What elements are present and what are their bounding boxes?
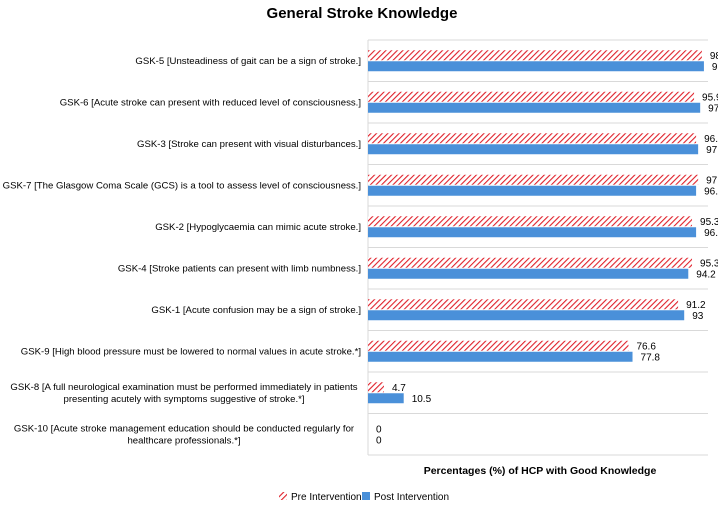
category-label-line: GSK-6 [Acute stroke can present with red… — [60, 97, 361, 108]
value-label-post: 0 — [376, 435, 382, 446]
category-label-line: presenting acutely with symptoms suggest… — [63, 394, 304, 405]
value-label-post: 96.5 — [704, 228, 718, 239]
bar-pre-intervention — [368, 382, 384, 393]
legend-label-pre: Pre Intervention — [291, 492, 362, 503]
value-label-pre: 4.7 — [392, 383, 406, 394]
value-label-pre: 91.2 — [686, 300, 706, 311]
bar-post-intervention — [368, 351, 633, 362]
category-label-line: GSK-8 [A full neurological examination m… — [10, 382, 357, 393]
value-label-pre: 95.9 — [702, 92, 718, 103]
value-label-post: 93 — [692, 311, 704, 322]
bar-pre-intervention — [368, 340, 629, 351]
category-label: GSK-4 [Stroke patients can present with … — [118, 263, 361, 274]
category-label: GSK-8 [A full neurological examination m… — [10, 382, 357, 405]
data-labels: 98.298.895.997.796.597.197.196.595.396.5… — [376, 51, 718, 447]
bar-pre-intervention — [368, 133, 697, 144]
value-label-pre: 96.5 — [704, 134, 718, 145]
category-label: GSK-1 [Acute confusion may be a sign of … — [151, 305, 361, 316]
legend: Pre Intervention Post Intervention — [279, 492, 449, 503]
value-label-post: 10.5 — [412, 394, 432, 405]
category-label-line: GSK-2 [Hypoglycaemia can mimic acute str… — [155, 222, 361, 233]
legend-swatch-pre — [279, 492, 287, 500]
category-label-line: GSK-4 [Stroke patients can present with … — [118, 263, 361, 274]
bars — [368, 50, 704, 404]
bar-pre-intervention — [368, 91, 695, 102]
value-label-pre: 76.6 — [636, 341, 656, 352]
bar-post-intervention — [368, 61, 704, 72]
chart-title: General Stroke Knowledge — [267, 5, 458, 22]
legend-swatch-post — [362, 492, 370, 500]
category-label-line: GSK-1 [Acute confusion may be a sign of … — [151, 305, 361, 316]
bar-pre-intervention — [368, 50, 702, 61]
category-label-line: GSK-3 [Stroke can present with visual di… — [137, 139, 361, 150]
bar-post-intervention — [368, 393, 404, 404]
category-label: GSK-10 [Acute stroke management educatio… — [14, 423, 355, 446]
category-label-line: GSK-10 [Acute stroke management educatio… — [14, 423, 355, 434]
category-label-line: healthcare professionals.*] — [127, 435, 240, 446]
value-label-pre: 97.1 — [706, 175, 718, 186]
category-labels: GSK-5 [Unsteadiness of gait can be a sig… — [3, 56, 361, 447]
bar-post-intervention — [368, 310, 685, 321]
value-label-pre: 98.2 — [710, 51, 718, 62]
bar-pre-intervention — [368, 216, 693, 227]
bar-post-intervention — [368, 102, 701, 113]
category-label-line: GSK-5 [Unsteadiness of gait can be a sig… — [135, 56, 361, 67]
category-label: GSK-2 [Hypoglycaemia can mimic acute str… — [155, 222, 361, 233]
bar-post-intervention — [368, 227, 697, 238]
category-label: GSK-5 [Unsteadiness of gait can be a sig… — [135, 56, 361, 67]
value-label-pre: 95.3 — [700, 258, 718, 269]
value-label-pre: 95.3 — [700, 217, 718, 228]
x-axis-label: Percentages (%) of HCP with Good Knowled… — [424, 465, 657, 477]
category-label-line: GSK-7 [The Glasgow Coma Scale (GCS) is a… — [3, 180, 361, 191]
bar-post-intervention — [368, 185, 697, 196]
value-label-post: 96.5 — [704, 186, 718, 197]
category-label: GSK-7 [The Glasgow Coma Scale (GCS) is a… — [3, 180, 361, 191]
category-label-line: GSK-9 [High blood pressure must be lower… — [21, 346, 361, 357]
legend-label-post: Post Intervention — [374, 492, 449, 503]
bar-pre-intervention — [368, 257, 693, 268]
category-label: GSK-6 [Acute stroke can present with red… — [60, 97, 361, 108]
value-label-post: 97.1 — [706, 145, 718, 156]
value-label-post: 77.8 — [641, 352, 661, 363]
bar-post-intervention — [368, 144, 699, 155]
value-label-post: 97.7 — [708, 103, 718, 114]
value-label-post: 98.8 — [712, 62, 718, 73]
bar-post-intervention — [368, 268, 689, 279]
category-label: GSK-9 [High blood pressure must be lower… — [21, 346, 361, 357]
value-label-post: 94.2 — [696, 269, 716, 280]
gridlines — [367, 39, 708, 456]
bar-pre-intervention — [368, 299, 679, 310]
category-label: GSK-3 [Stroke can present with visual di… — [137, 139, 361, 150]
value-label-pre: 0 — [376, 424, 382, 435]
bar-pre-intervention — [368, 174, 699, 185]
